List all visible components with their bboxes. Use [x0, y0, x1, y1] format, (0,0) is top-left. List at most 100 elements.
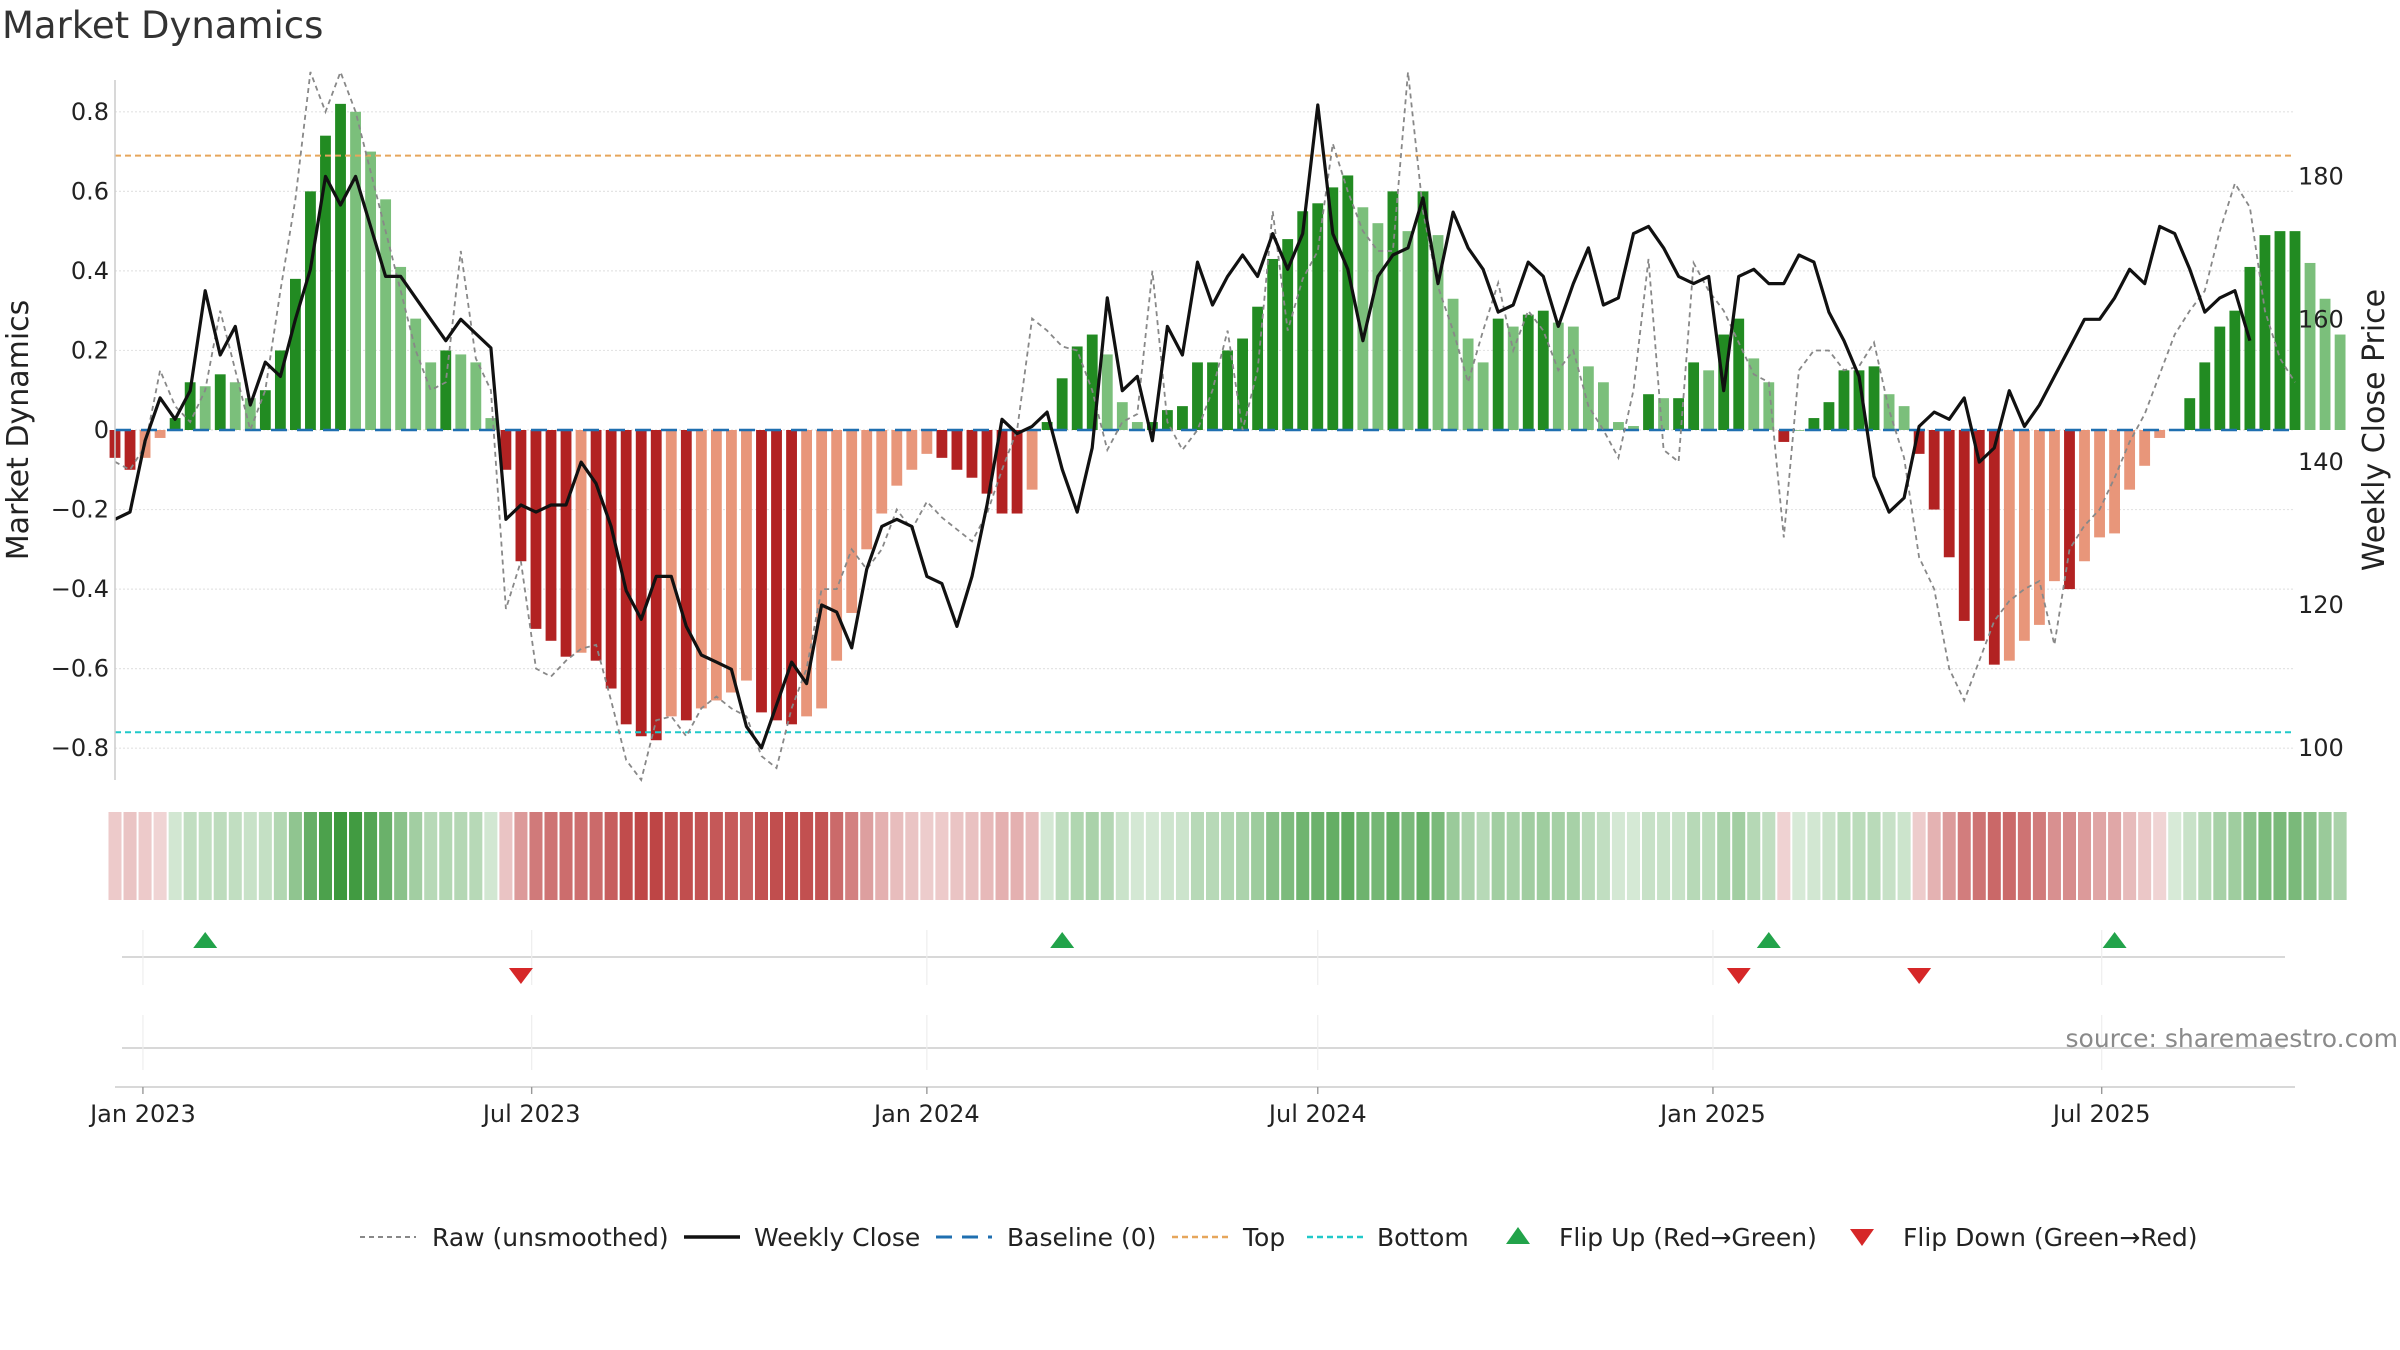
regime-cell: [604, 812, 618, 900]
dynamics-bar: [1116, 402, 1128, 430]
regime-cell: [544, 812, 558, 900]
dynamics-bar: [1086, 334, 1098, 430]
y2-tick-label: 120: [2298, 591, 2344, 619]
dynamics-bar: [530, 430, 542, 629]
y2-tick-label: 160: [2298, 305, 2344, 333]
x-tick-label: Jul 2025: [2051, 1100, 2151, 1128]
regime-cell: [2303, 812, 2317, 900]
regime-cell: [1266, 812, 1280, 900]
legend-swatch: [1506, 1227, 1530, 1244]
dynamics-bar: [2259, 235, 2271, 430]
regime-cell: [349, 812, 363, 900]
flip-down-marker: [508, 968, 533, 984]
dynamics-bar: [2274, 231, 2286, 430]
dynamics-bar: [2334, 334, 2346, 430]
dynamics-bar: [395, 266, 407, 430]
dynamics-bar: [635, 430, 647, 737]
dynamics-bar: [786, 430, 797, 725]
dynamics-bar: [1372, 223, 1384, 430]
regime-cell: [1867, 812, 1881, 900]
y-tick-label: 0.8: [71, 98, 109, 126]
flip-markers: [122, 930, 2285, 1070]
regime-cell: [679, 812, 693, 900]
legend-label: Weekly Close: [754, 1223, 920, 1252]
regime-cell: [1491, 812, 1505, 900]
regime-cell: [1942, 812, 1956, 900]
regime-cell: [1281, 812, 1295, 900]
regime-cell: [1115, 812, 1129, 900]
dynamics-bar: [1703, 370, 1715, 430]
dynamics-bar: [1928, 430, 1940, 510]
regime-cell: [664, 812, 678, 900]
dynamics-bar: [891, 430, 903, 486]
regime-cell: [153, 812, 167, 900]
dynamics-bar: [455, 354, 467, 430]
regime-cell: [1611, 812, 1625, 900]
regime-cell: [439, 812, 453, 900]
dynamics-bar: [1582, 366, 1594, 430]
y2-tick-label: 180: [2298, 162, 2344, 190]
dynamics-bar: [1943, 430, 1955, 558]
dynamics-bar: [1778, 430, 1790, 442]
regime-cell: [2123, 812, 2137, 900]
dynamics-bar: [1237, 338, 1248, 430]
legend-label: Flip Up (Red→Green): [1559, 1223, 1817, 1252]
regime-cell: [484, 812, 498, 900]
dynamics-bar: [1673, 398, 1684, 430]
regime-cell: [2002, 812, 2016, 900]
regime-cell: [1160, 812, 1174, 900]
y-tick-label: −0.8: [51, 734, 109, 762]
regime-cell: [724, 812, 738, 900]
dynamics-bar: [1973, 430, 1985, 641]
regime-cell: [1085, 812, 1099, 900]
series-lines: [114, 69, 2296, 783]
regime-cell: [619, 812, 633, 900]
y2-tick-label: 100: [2298, 734, 2344, 762]
regime-cell: [1356, 812, 1370, 900]
regime-cell: [1206, 812, 1220, 900]
regime-cell: [1431, 812, 1445, 900]
source-credit: source: sharemaestro.com: [2066, 1024, 2399, 1053]
regime-cell: [288, 812, 302, 900]
regime-cell: [1010, 812, 1024, 900]
flip-up-marker: [1756, 932, 1781, 948]
regime-cell: [138, 812, 152, 900]
dynamics-bar: [274, 350, 286, 430]
regime-cell: [379, 812, 393, 900]
dynamics-bar: [2109, 430, 2120, 534]
dynamics-bar: [169, 418, 181, 430]
dynamics-bar: [1793, 430, 1805, 431]
regime-cell: [1040, 812, 1054, 900]
legend-label: Flip Down (Green→Red): [1903, 1223, 2198, 1252]
x-tick-label: Jul 2024: [1267, 1100, 1367, 1128]
reference-lines: [115, 154, 2295, 734]
regime-cell: [2288, 812, 2302, 900]
regime-cell: [454, 812, 468, 900]
regime-cell: [1055, 812, 1069, 900]
y-tick-label: 0.6: [71, 177, 109, 205]
regime-cell: [1747, 812, 1761, 900]
dynamics-bar: [1146, 422, 1158, 430]
dynamics-bar: [1327, 187, 1339, 430]
legend-label: Top: [1242, 1223, 1285, 1252]
dynamics-bar: [1297, 211, 1309, 430]
dynamics-bar: [1658, 398, 1669, 430]
weekly-close-line: [114, 103, 2252, 750]
regime-cell: [1521, 812, 1535, 900]
regime-cell: [574, 812, 588, 900]
dynamics-bar: [1282, 239, 1294, 430]
dynamics-bar: [2049, 430, 2060, 582]
regime-cell: [1446, 812, 1460, 900]
regime-cell: [1251, 812, 1265, 900]
dynamics-bar: [1131, 422, 1143, 430]
dynamics-bar: [921, 430, 933, 454]
dynamics-bar: [741, 430, 752, 681]
dynamics-bar: [2184, 398, 2196, 430]
dynamics-bar: [1613, 422, 1624, 430]
regime-cell: [1551, 812, 1565, 900]
regime-cell: [2153, 812, 2167, 900]
regime-cell: [1687, 812, 1701, 900]
dynamics-bar: [2229, 310, 2241, 430]
regime-cell: [785, 812, 799, 900]
regime-cell: [243, 812, 257, 900]
